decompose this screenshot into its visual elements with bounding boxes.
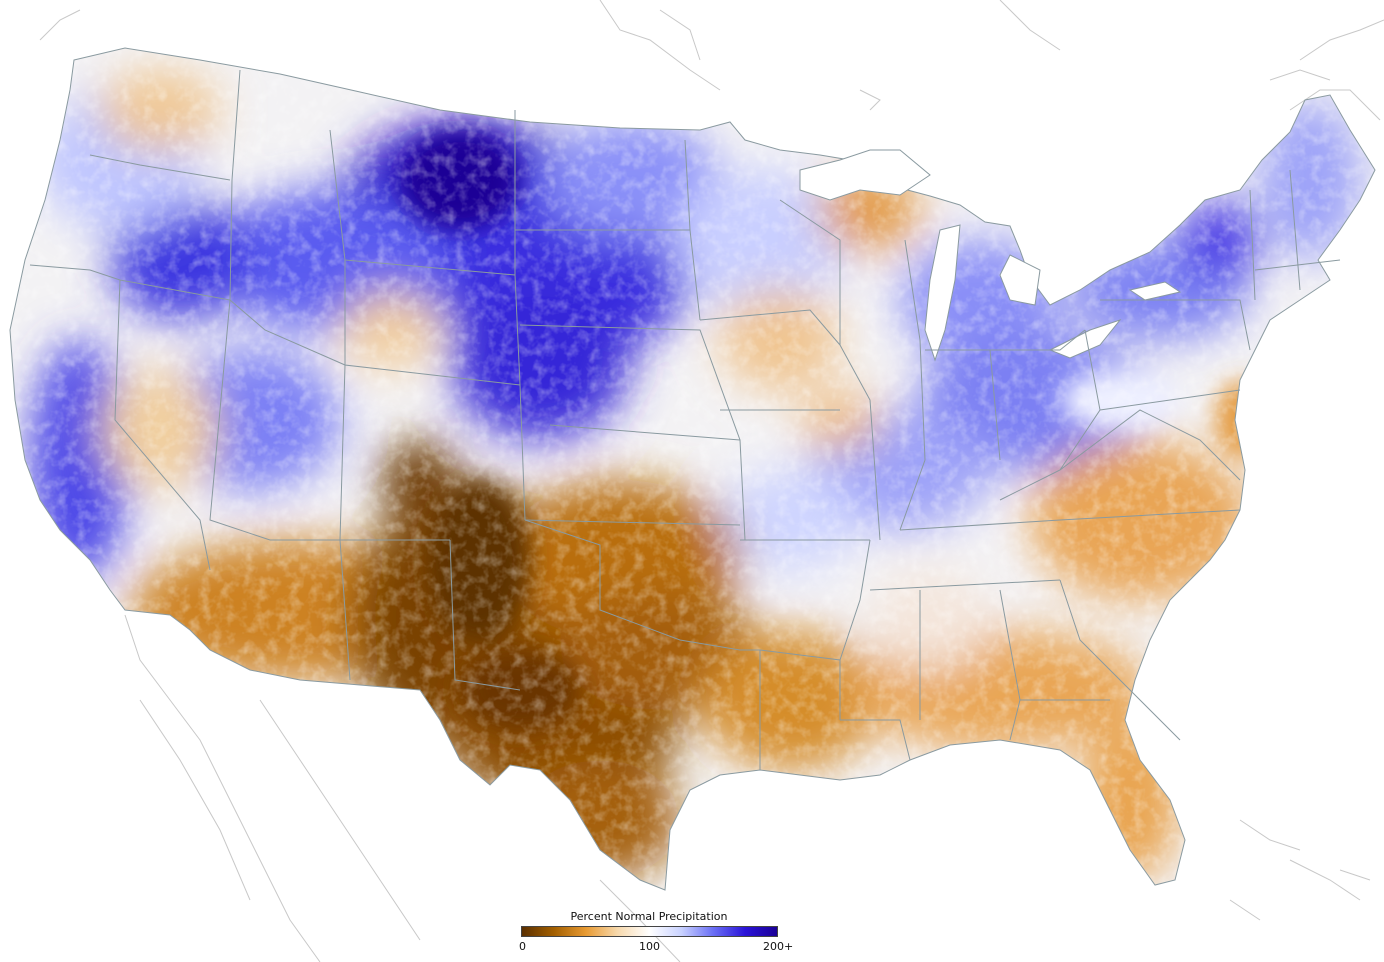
legend-title: Percent Normal Precipitation xyxy=(570,910,728,923)
legend: Percent Normal Precipitation 0 100 200+ xyxy=(508,908,794,958)
legend-tick-100: 100 xyxy=(639,940,660,953)
state-borders xyxy=(29,69,1341,770)
surrounding-coastlines xyxy=(39,0,1384,962)
legend-tick-0: 0 xyxy=(519,940,526,953)
legend-tick-200: 200+ xyxy=(763,940,794,953)
great-lakes xyxy=(799,149,1182,362)
legend-color-bar xyxy=(521,926,778,937)
